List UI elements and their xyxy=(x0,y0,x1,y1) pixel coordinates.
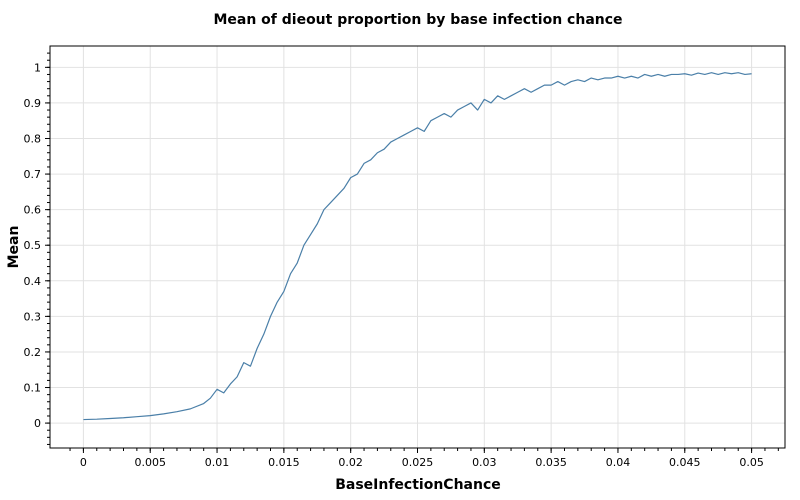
x-tick-label: 0.04 xyxy=(606,456,631,469)
axis-ticks: 0 0.005 0.01 0.015 0.02 0.025 0.03 0.035 0.04 0.0… xyxy=(24,52,779,469)
y-axis-label: Mean xyxy=(6,226,22,269)
x-tick-label: 0.01 xyxy=(205,456,230,469)
chart-title: Mean of dieout proportion by base infect… xyxy=(213,12,622,28)
y-tick-label: 0.6 xyxy=(24,204,42,217)
y-tick-label: 0.7 xyxy=(24,168,42,181)
x-tick-label: 0.035 xyxy=(535,456,567,469)
x-tick-label: 0.02 xyxy=(338,456,363,469)
y-tick-label: 0.1 xyxy=(24,382,42,395)
y-tick-label: 0 xyxy=(34,417,41,430)
y-tick-label: 0.9 xyxy=(24,97,42,110)
y-tick-label: 1 xyxy=(34,61,41,74)
x-tick-label: 0.05 xyxy=(739,456,764,469)
grid xyxy=(50,46,785,448)
y-tick-label: 0.4 xyxy=(24,275,42,288)
y-tick-label: 0.2 xyxy=(24,346,42,359)
x-tick-label: 0.005 xyxy=(134,456,166,469)
x-tick-label: 0.015 xyxy=(268,456,300,469)
y-tick-label: 0.3 xyxy=(24,310,42,323)
x-tick-label: 0.045 xyxy=(669,456,701,469)
y-tick-label: 0.8 xyxy=(24,132,42,145)
x-tick-label: 0.03 xyxy=(472,456,497,469)
x-tick-label: 0.025 xyxy=(402,456,434,469)
x-axis-label: BaseInfectionChance xyxy=(335,477,501,493)
y-tick-label: 0.5 xyxy=(24,239,42,252)
series-line xyxy=(83,72,752,421)
x-tick-label: 0 xyxy=(80,456,87,469)
